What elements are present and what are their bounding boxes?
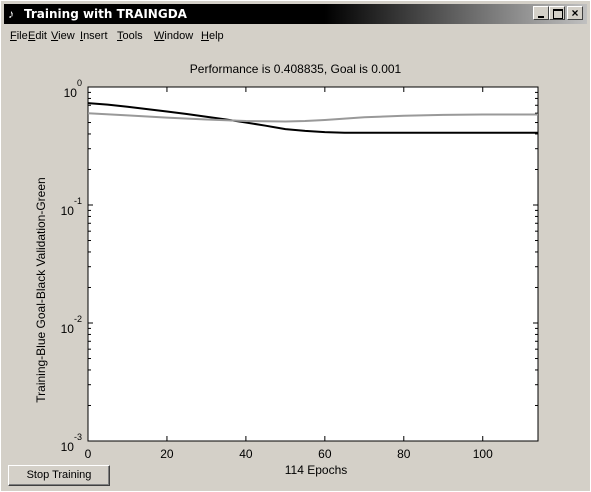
x-axis-label: 114 Epochs (284, 463, 348, 477)
plot-series (87, 102, 538, 134)
menu-view-rest: iew (58, 30, 75, 42)
y-tick-label: 10-3 (42, 432, 82, 454)
title-bar[interactable]: ♪ Training with TRAINGDA × (4, 4, 587, 24)
menu-insert[interactable]: Insert (80, 30, 108, 42)
menu-insert-rest: nsert (83, 30, 108, 42)
menu-tools[interactable]: Tools (117, 30, 143, 42)
minimize-button[interactable] (533, 6, 549, 20)
menu-help[interactable]: Help (201, 30, 224, 42)
training-series-line (87, 102, 538, 134)
menu-bar: File Edit View Insert Tools Window Help (4, 25, 587, 47)
x-tick-label: 60 (318, 447, 332, 461)
y-tick-label: 100 (42, 78, 82, 100)
y-tick-exponent: -2 (73, 314, 82, 324)
y-tick-base: 10 (60, 204, 74, 218)
x-tick-label: 0 (84, 447, 92, 461)
menu-file[interactable]: File (10, 30, 28, 42)
maximize-button[interactable] (549, 6, 565, 20)
menu-edit-rest: dit (35, 30, 47, 42)
y-tick-label: 10-2 (42, 314, 82, 336)
menu-file-rest: ile (16, 30, 28, 42)
maximize-icon (553, 9, 563, 19)
window-title: Training with TRAINGDA (24, 7, 187, 21)
close-icon: × (571, 6, 579, 20)
y-tick-base: 10 (63, 86, 77, 100)
menu-window[interactable]: Window (154, 30, 194, 42)
x-tick-label: 100 (472, 447, 493, 461)
validation-series-line (87, 112, 538, 123)
y-tick-base: 10 (60, 440, 74, 454)
close-button[interactable]: × (567, 6, 583, 20)
y-tick-exponent: -1 (73, 196, 82, 206)
minimize-icon (538, 16, 544, 18)
menu-tools-rest: ools (122, 30, 143, 42)
menu-help-rest: elp (208, 30, 224, 42)
plot-axes-box (87, 86, 539, 442)
y-tick-exponent: -3 (73, 432, 82, 442)
menu-view[interactable]: View (51, 30, 75, 42)
y-axis-ticks (88, 86, 538, 442)
menu-edit[interactable]: Edit (28, 30, 47, 42)
y-tick-label: 10-1 (42, 196, 82, 218)
plot-title: Performance is 0.408835, Goal is 0.001 (189, 62, 402, 76)
x-tick-label: 20 (160, 447, 174, 461)
x-axis-ticks (87, 87, 484, 441)
y-tick-exponent: 0 (76, 78, 82, 88)
menu-window-rest: indow (164, 30, 194, 42)
y-tick-base: 10 (60, 322, 74, 336)
y-axis-label: Training-Blue Goal-Black Validation-Gree… (34, 177, 48, 403)
matlab-figure-icon: ♪ (8, 7, 14, 21)
x-tick-label: 40 (239, 447, 253, 461)
x-tick-label: 80 (397, 447, 411, 461)
stop-training-button[interactable]: Stop Training (8, 465, 110, 486)
